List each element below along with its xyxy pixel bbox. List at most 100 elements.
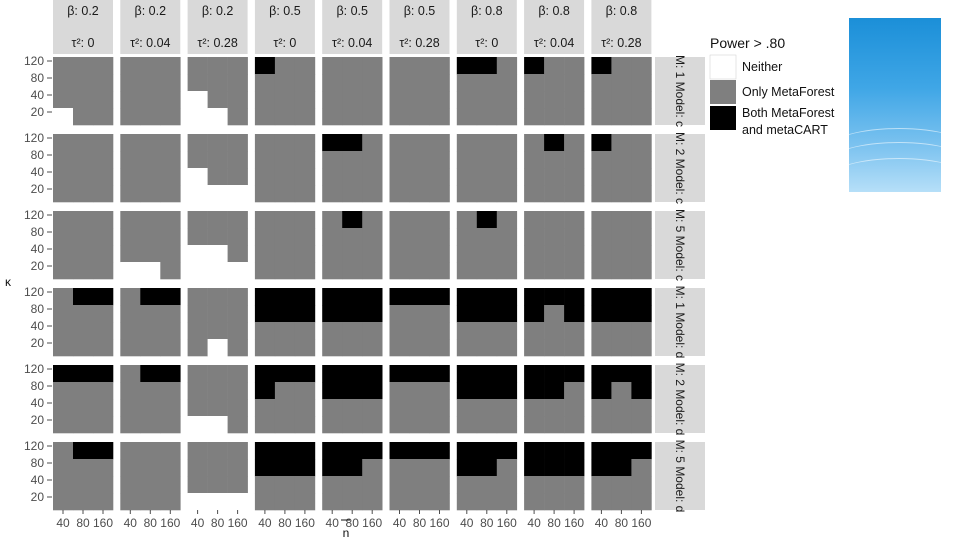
heatmap-cell [53, 288, 74, 306]
heatmap-cell [429, 108, 450, 126]
heatmap-cell [496, 459, 518, 477]
heatmap-cell [187, 416, 208, 434]
heatmap-cell [456, 185, 478, 203]
heatmap-cell [389, 57, 410, 75]
decorative-blue-slide-graphic [849, 18, 941, 192]
panel-r6-c4 [254, 442, 316, 511]
heatmap-cell [322, 57, 343, 75]
heatmap-cell [207, 416, 228, 434]
column-strip-beta-label: β: 0.2 [135, 4, 167, 18]
heatmap-cell [254, 134, 276, 152]
heatmap-cell [274, 211, 296, 229]
column-strip-beta-label: β: 0.5 [269, 4, 301, 18]
heatmap-cell [524, 442, 545, 460]
heatmap-cell [476, 442, 498, 460]
panel-r3-c5 [322, 211, 383, 280]
legend-entries: Neither Only MetaForest Both MetaForest and… [709, 54, 835, 137]
heatmap-cell [631, 365, 652, 383]
heatmap-cell [389, 399, 410, 417]
heatmap-cell [254, 442, 276, 460]
heatmap-cell [524, 91, 545, 109]
heatmap-cell [456, 365, 478, 383]
panel-r2-c9 [591, 134, 652, 203]
panel-r2-c8 [524, 134, 585, 203]
heatmap-cell [140, 382, 161, 400]
heatmap-cell [631, 57, 652, 75]
heatmap-cell [274, 151, 296, 169]
heatmap-cell [93, 493, 114, 511]
heatmap-cell [564, 416, 585, 434]
heatmap-cell [227, 305, 248, 323]
heatmap-cell [120, 151, 141, 169]
heatmap-cell [496, 228, 518, 246]
y-tick-label: 120 [24, 208, 44, 222]
x-tick-label: 80 [278, 516, 292, 530]
legend-key-1 [710, 80, 736, 104]
heatmap-cell [591, 476, 612, 494]
heatmap-cell [93, 57, 114, 75]
heatmap-cell [456, 416, 478, 434]
heatmap-cell [93, 365, 114, 383]
y-tick-label: 80 [31, 148, 45, 162]
heatmap-cell [611, 339, 632, 357]
heatmap-cell [73, 57, 94, 75]
heatmap-cell [53, 57, 74, 75]
heatmap-cell [524, 262, 545, 280]
row-strip-label: M: 1 Model: d [673, 286, 687, 359]
heatmap-cell [564, 168, 585, 186]
heatmap-cell [73, 459, 94, 477]
heatmap-cell [227, 459, 248, 477]
column-strip-7 [456, 0, 517, 54]
heatmap-cell [342, 262, 363, 280]
heatmap-cell [362, 228, 383, 246]
heatmap-cell [544, 493, 565, 511]
heatmap-cell [53, 399, 74, 417]
heatmap-cell [140, 185, 161, 203]
y-tick-label: 120 [24, 362, 44, 376]
panel-r5-c4 [254, 365, 316, 434]
heatmap-cell [611, 134, 632, 152]
heatmap-cell [274, 322, 296, 340]
heatmap-cell [429, 339, 450, 357]
heatmap-cell [456, 288, 478, 306]
heatmap-cell [254, 108, 276, 126]
heatmap-cell [631, 228, 652, 246]
heatmap-cell [294, 322, 316, 340]
heatmap-cell [120, 168, 141, 186]
heatmap-cell [187, 168, 208, 186]
heatmap-cell [591, 245, 612, 263]
heatmap-cell [524, 185, 545, 203]
heatmap-cell [53, 245, 74, 263]
heatmap-cell [160, 442, 181, 460]
heatmap-cell [93, 305, 114, 323]
heatmap-cell [456, 476, 478, 494]
heatmap-cell [564, 322, 585, 340]
heatmap-cell [544, 288, 565, 306]
column-strip-tau-label: τ²: 0.28 [197, 36, 237, 50]
heatmap-cell [524, 168, 545, 186]
heatmap-cell [322, 416, 343, 434]
heatmap-cell [591, 211, 612, 229]
heatmap-cell [409, 416, 430, 434]
heatmap-cell [160, 185, 181, 203]
heatmap-cell [611, 151, 632, 169]
heatmap-cell [160, 168, 181, 186]
heatmap-cell [160, 399, 181, 417]
heatmap-cell [496, 185, 518, 203]
y-tick-label: 40 [31, 396, 45, 410]
heatmap-cell [140, 57, 161, 75]
heatmap-cell [591, 382, 612, 400]
panel-r5-c8 [524, 365, 585, 434]
legend-label: Both MetaForest [742, 106, 835, 120]
heatmap-cell [476, 416, 498, 434]
heatmap-cell [274, 365, 296, 383]
heatmap-cell [207, 399, 228, 417]
heatmap-cell [254, 416, 276, 434]
heatmap-cell [409, 493, 430, 511]
heatmap-cell [227, 74, 248, 92]
heatmap-cell [496, 305, 518, 323]
heatmap-cell [591, 151, 612, 169]
heatmap-cell [476, 91, 498, 109]
heatmap-cell [409, 399, 430, 417]
heatmap-cell [207, 442, 228, 460]
